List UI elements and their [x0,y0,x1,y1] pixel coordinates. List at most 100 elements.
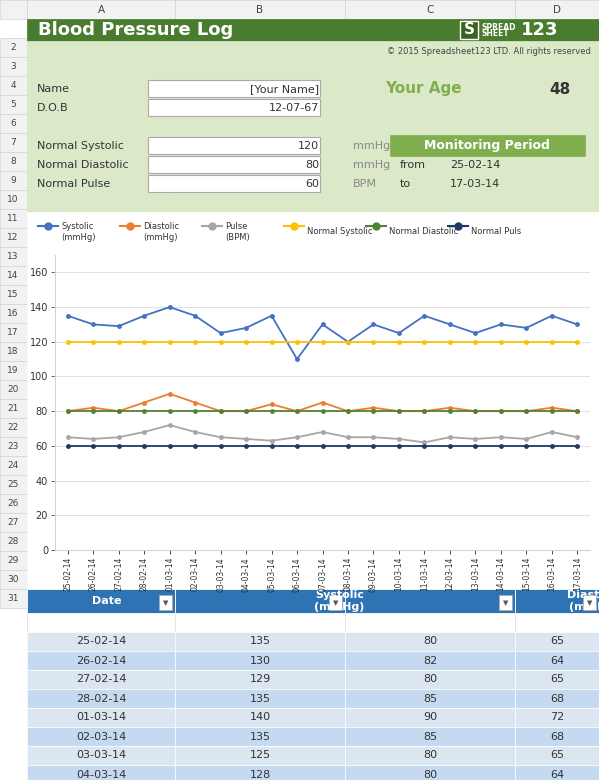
Bar [0,95,27,114]
Bar [148,175,320,192]
Text: 120: 120 [298,141,319,151]
Text: 85: 85 [423,693,437,704]
Bar [175,632,345,651]
Text: C: C [426,5,434,15]
Text: 16: 16 [7,309,19,318]
Text: 80: 80 [423,675,437,685]
Bar [499,595,512,610]
Text: Systolic
(mmHg): Systolic (mmHg) [314,590,365,612]
Text: 12: 12 [7,233,19,242]
Text: 11: 11 [7,214,19,223]
Bar [515,651,599,670]
Bar [159,595,172,610]
Bar [0,133,27,152]
Text: 135: 135 [250,732,271,742]
Bar [0,475,27,494]
Bar [515,589,599,613]
Text: Normal Diastolic: Normal Diastolic [389,228,458,236]
Bar [27,98,599,117]
Text: 19: 19 [7,366,19,375]
Text: ▼: ▼ [503,600,509,606]
Text: 9: 9 [10,176,16,185]
Text: 90: 90 [423,712,437,722]
Text: 68: 68 [550,693,564,704]
Bar [175,727,345,746]
Bar [0,228,27,247]
Text: 26-02-14: 26-02-14 [76,655,126,665]
Text: 28-02-14: 28-02-14 [75,693,126,704]
Bar [175,765,345,780]
Text: 18: 18 [7,347,19,356]
Text: 04-03-14: 04-03-14 [76,770,126,779]
Bar [345,746,515,765]
Bar [27,212,599,250]
Text: A: A [98,5,105,15]
Text: 27: 27 [7,518,19,527]
Bar [175,651,345,670]
Bar [27,689,175,708]
Text: 135: 135 [250,636,271,647]
Text: 01-03-14: 01-03-14 [76,712,126,722]
Bar [0,266,27,285]
Text: 17-03-14: 17-03-14 [450,179,500,189]
Text: Date: Date [92,596,121,606]
Bar [148,137,320,154]
Text: 25: 25 [7,480,19,489]
Bar [175,589,345,613]
Bar [345,0,515,19]
Text: ▼: ▼ [164,600,169,606]
Text: 29: 29 [7,556,19,565]
Text: SPREAD: SPREAD [481,23,516,31]
Bar [0,551,27,570]
Text: S: S [464,23,474,37]
Bar [0,247,27,266]
Bar [27,41,599,60]
Text: 85: 85 [423,732,437,742]
Text: 31: 31 [7,594,19,603]
Bar [27,250,599,570]
Bar [148,99,320,116]
Text: Diastolic
(mmHg): Diastolic (mmHg) [567,590,599,612]
Bar [0,532,27,551]
Text: ▼: ▼ [587,600,592,606]
Text: Normal Pulse: Normal Pulse [37,179,110,189]
Bar [0,570,27,589]
Text: SHEET: SHEET [481,29,509,37]
Bar [27,765,175,780]
Text: ▼: ▼ [333,600,338,606]
Text: Normal Diastolic: Normal Diastolic [37,160,129,170]
Bar [0,304,27,323]
Bar [345,632,515,651]
Text: 13: 13 [7,252,19,261]
Text: 23: 23 [7,442,19,451]
Bar [0,380,27,399]
Text: D.O.B: D.O.B [37,103,69,113]
Bar [27,708,175,727]
Bar [27,632,175,651]
Bar [515,708,599,727]
Bar [0,399,27,418]
Text: 65: 65 [550,750,564,760]
Text: 15: 15 [7,290,19,299]
Text: 20: 20 [7,385,19,394]
Text: 128: 128 [249,770,271,779]
Text: 140: 140 [249,712,271,722]
Bar [175,708,345,727]
Bar [345,589,515,613]
Text: D: D [553,5,561,15]
Text: 25-02-14: 25-02-14 [76,636,126,647]
Text: 123: 123 [521,21,558,39]
Bar [515,689,599,708]
Text: 30: 30 [7,575,19,584]
Bar [27,136,599,155]
Bar [175,689,345,708]
Bar [515,746,599,765]
Text: Normal Systolic: Normal Systolic [307,228,373,236]
Bar [583,595,596,610]
Bar [0,57,27,76]
Bar [0,342,27,361]
Text: [Your Name]: [Your Name] [250,84,319,94]
Bar [460,21,478,39]
Text: 48: 48 [549,81,571,97]
Bar [0,494,27,513]
